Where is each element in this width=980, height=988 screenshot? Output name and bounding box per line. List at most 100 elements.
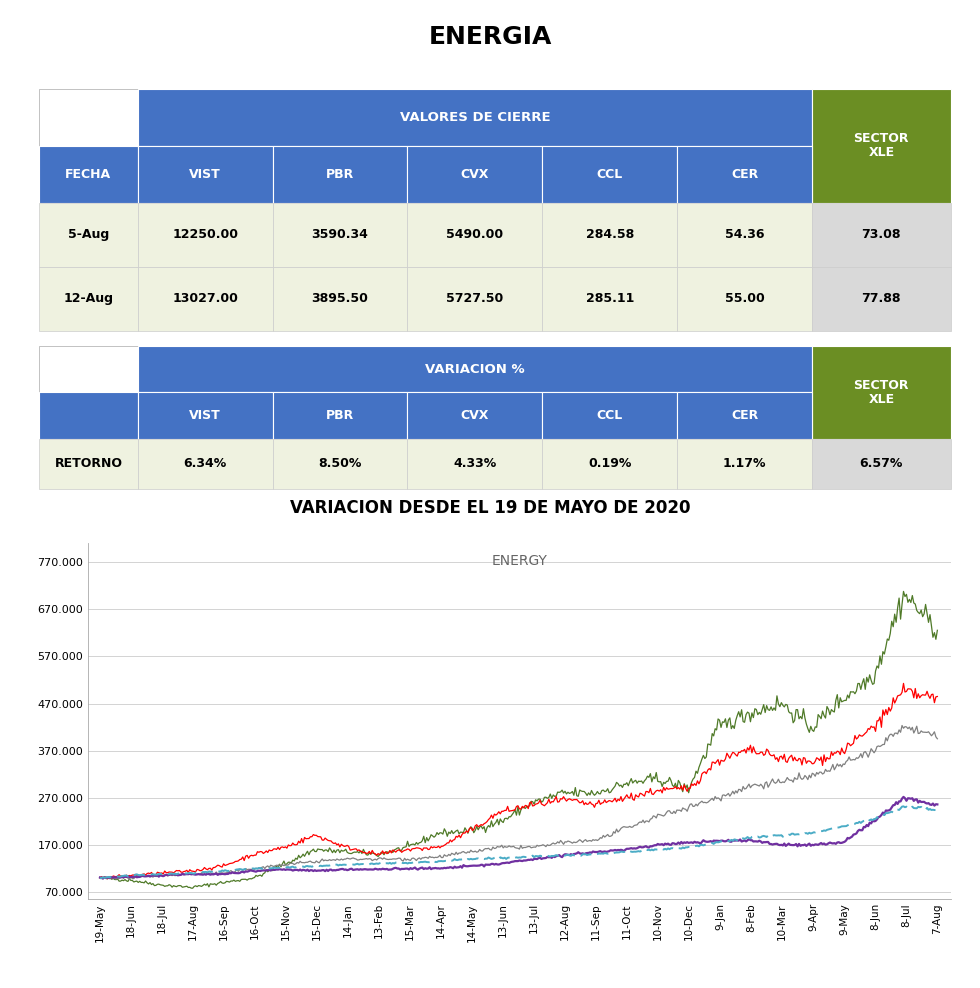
FancyBboxPatch shape [408, 267, 542, 331]
FancyBboxPatch shape [812, 346, 951, 439]
Text: 285.11: 285.11 [585, 292, 634, 305]
Text: VIST: VIST [189, 409, 220, 422]
FancyBboxPatch shape [137, 89, 812, 146]
PBR [118, 870, 129, 882]
CCL [898, 791, 909, 803]
PBR [402, 843, 414, 855]
VIST [596, 784, 608, 796]
Text: 5727.50: 5727.50 [446, 292, 504, 305]
PBR [931, 691, 943, 702]
CER [211, 865, 222, 877]
Text: CVX: CVX [461, 409, 489, 422]
VIST [94, 871, 106, 883]
Text: VARIACION DESDE EL 19 DE MAYO DE 2020: VARIACION DESDE EL 19 DE MAYO DE 2020 [290, 499, 690, 517]
FancyBboxPatch shape [272, 267, 408, 331]
CER [400, 857, 412, 868]
Text: 13027.00: 13027.00 [172, 292, 238, 305]
VIST [103, 871, 115, 883]
Text: SECTOR
XLE: SECTOR XLE [854, 378, 909, 406]
CVX [212, 868, 223, 880]
FancyBboxPatch shape [812, 203, 951, 267]
Text: 1.17%: 1.17% [723, 457, 766, 470]
FancyBboxPatch shape [812, 89, 951, 203]
CVX [117, 871, 128, 883]
Text: SECTOR
XLE: SECTOR XLE [854, 132, 909, 159]
VIST [898, 586, 909, 598]
FancyBboxPatch shape [272, 439, 408, 489]
FancyBboxPatch shape [542, 203, 677, 267]
Text: 12250.00: 12250.00 [172, 228, 238, 241]
FancyBboxPatch shape [408, 146, 542, 203]
CCL [94, 871, 106, 883]
FancyBboxPatch shape [39, 346, 137, 392]
PBR [94, 872, 106, 884]
CVX [402, 854, 414, 865]
VIST [117, 874, 128, 886]
FancyBboxPatch shape [677, 203, 812, 267]
FancyBboxPatch shape [137, 267, 272, 331]
Text: 3895.50: 3895.50 [312, 292, 368, 305]
Text: 8.50%: 8.50% [318, 457, 362, 470]
PBR [898, 678, 909, 690]
Text: 6.34%: 6.34% [183, 457, 226, 470]
Text: 4.33%: 4.33% [453, 457, 497, 470]
FancyBboxPatch shape [677, 392, 812, 439]
FancyBboxPatch shape [272, 392, 408, 439]
Text: CER: CER [731, 409, 759, 422]
FancyBboxPatch shape [542, 146, 677, 203]
Text: VARIACION %: VARIACION % [425, 363, 524, 375]
Text: FECHA: FECHA [66, 168, 112, 181]
VIST [931, 624, 943, 636]
CER [117, 870, 128, 882]
CVX [94, 872, 106, 884]
Text: 3590.34: 3590.34 [312, 228, 368, 241]
FancyBboxPatch shape [677, 146, 812, 203]
CCL [931, 798, 943, 810]
PBR [171, 864, 182, 876]
FancyBboxPatch shape [542, 392, 677, 439]
FancyBboxPatch shape [137, 146, 272, 203]
FancyBboxPatch shape [408, 392, 542, 439]
FancyBboxPatch shape [408, 439, 542, 489]
Text: 54.36: 54.36 [725, 228, 764, 241]
Line: CVX: CVX [100, 725, 937, 879]
CER [170, 867, 181, 879]
FancyBboxPatch shape [39, 439, 137, 489]
FancyBboxPatch shape [677, 267, 812, 331]
Text: CCL: CCL [597, 409, 623, 422]
FancyBboxPatch shape [812, 267, 951, 331]
Text: 5490.00: 5490.00 [446, 228, 504, 241]
FancyBboxPatch shape [408, 203, 542, 267]
CER [94, 872, 106, 884]
CVX [123, 873, 135, 885]
FancyBboxPatch shape [137, 203, 272, 267]
FancyBboxPatch shape [39, 89, 137, 146]
CVX [596, 832, 608, 844]
Text: 0.19%: 0.19% [588, 457, 631, 470]
FancyBboxPatch shape [39, 203, 137, 267]
Text: 12-Aug: 12-Aug [64, 292, 114, 305]
Text: RETORNO: RETORNO [55, 457, 122, 470]
PBR [596, 797, 608, 809]
FancyBboxPatch shape [39, 267, 137, 331]
CER [898, 800, 909, 812]
Text: 5-Aug: 5-Aug [68, 228, 109, 241]
FancyBboxPatch shape [272, 146, 408, 203]
Text: ENERGIA: ENERGIA [428, 25, 552, 48]
FancyBboxPatch shape [812, 439, 951, 489]
CER [103, 871, 115, 883]
CVX [171, 869, 182, 881]
Text: VIST: VIST [189, 168, 220, 181]
FancyBboxPatch shape [542, 439, 677, 489]
CCL [97, 872, 109, 884]
FancyBboxPatch shape [677, 439, 812, 489]
Text: 6.57%: 6.57% [859, 457, 903, 470]
FancyBboxPatch shape [272, 203, 408, 267]
CCL [596, 846, 608, 858]
CCL [212, 869, 223, 881]
Line: PBR: PBR [100, 684, 937, 879]
FancyBboxPatch shape [137, 346, 812, 392]
Line: CER: CER [100, 806, 937, 878]
Text: ENERGY: ENERGY [491, 554, 548, 568]
PBR [102, 873, 114, 885]
